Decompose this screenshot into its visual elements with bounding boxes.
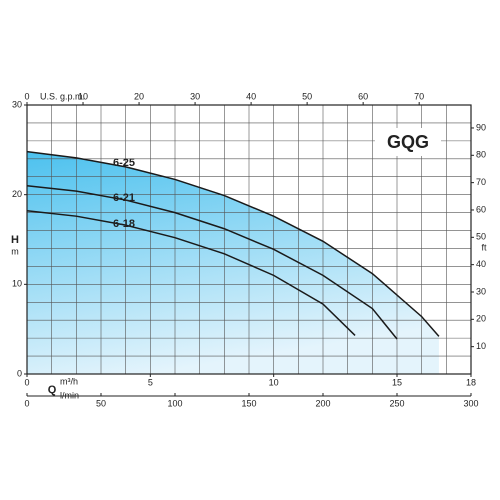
y-label: H (11, 234, 19, 246)
curve-area (27, 151, 439, 374)
y-tick-label: 20 (12, 189, 22, 199)
x3-tick-label: 60 (358, 91, 368, 101)
pump-curve (26, 150, 440, 337)
x-tick-label: 5 (148, 377, 153, 387)
curve-label: 6-18 (113, 218, 135, 230)
pump-curve (26, 184, 398, 340)
x3-tick-label: 10 (78, 91, 88, 101)
x3-tick-label: 50 (302, 91, 312, 101)
x-tick-label: 15 (392, 377, 402, 387)
y2-tick-label: 60 (476, 204, 486, 214)
y2-tick-label: 10 (476, 341, 486, 351)
x3-tick-label: 0 (24, 91, 29, 101)
y2-tick-label: 70 (476, 177, 486, 187)
y-unit: m (11, 246, 19, 256)
y2-tick-label: 90 (476, 122, 486, 132)
y2-tick-label: 30 (476, 286, 486, 296)
y-tick-label: 0 (17, 368, 22, 378)
y2-tick-label: 80 (476, 150, 486, 160)
y2-label: ft (481, 242, 487, 252)
x3-tick-label: 30 (190, 91, 200, 101)
x3-tick-label: 70 (414, 91, 424, 101)
pump-curve (26, 210, 356, 336)
y-tick-label: 10 (12, 279, 22, 289)
x2-tick-label: 150 (241, 398, 256, 408)
x2-tick-label: 100 (167, 398, 182, 408)
x2-tick-label: 300 (463, 398, 478, 408)
curve-label: 6-21 (113, 192, 135, 204)
y2-tick-label: 20 (476, 314, 486, 324)
y-tick-label: 30 (12, 99, 22, 109)
x-label: Q (48, 384, 57, 396)
title-box (375, 128, 441, 156)
x2-tick-label: 50 (96, 398, 106, 408)
x2-tick-label: 250 (389, 398, 404, 408)
plot-frame (26, 104, 472, 375)
chart-title: GQG (387, 132, 429, 152)
x3-tick-label: 20 (134, 91, 144, 101)
x2-tick-label: 200 (315, 398, 330, 408)
x3-unit: U.S. g.p.m. (40, 91, 85, 101)
y2-tick-label: 50 (476, 232, 486, 242)
x-tick-label: 18 (466, 377, 476, 387)
curve-label: 6-25 (113, 157, 135, 169)
x2-tick-label: 0 (24, 398, 29, 408)
x-tick-label: 0 (24, 377, 29, 387)
x-unit: m³/h (60, 376, 78, 386)
x-tick-label: 10 (269, 377, 279, 387)
y2-tick-label: 40 (476, 259, 486, 269)
x2-unit: l/min (60, 390, 79, 400)
x3-tick-label: 40 (246, 91, 256, 101)
